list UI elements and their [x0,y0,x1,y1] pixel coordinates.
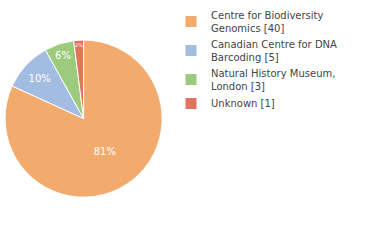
svg-text:10%: 10% [29,73,51,84]
svg-text:Canadian Centre for DNABarcodi: Canadian Centre for DNABarcoding [5] [211,39,337,63]
svg-text:81%: 81% [94,146,116,157]
svg-text:6%: 6% [55,50,71,61]
svg-text:Natural History Museum,London: Natural History Museum,London [3] [211,68,335,92]
svg-text:2%: 2% [75,42,83,48]
svg-text:Unknown [1]: Unknown [1] [211,98,275,109]
svg-text:Centre for BiodiversityGenomic: Centre for BiodiversityGenomics [40] [211,10,324,34]
